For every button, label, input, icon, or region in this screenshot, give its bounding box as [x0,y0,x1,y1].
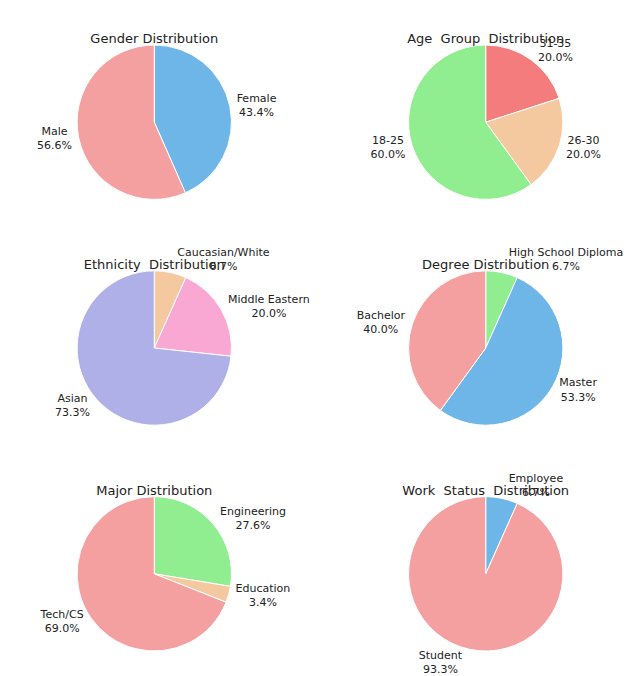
svg-text:Education3.4%: Education3.4% [235,582,290,609]
svg-text:Caucasian/White6.7%: Caucasian/White6.7% [177,246,270,273]
svg-text:Middle Eastern20.0%: Middle Eastern20.0% [228,293,310,320]
svg-text:Student93.3%: Student93.3% [419,649,463,676]
svg-text:Degree Distribution: Degree Distribution [422,257,549,272]
svg-text:Master53.3%: Master53.3% [559,376,597,403]
svg-text:Ethnicity Distribution: Ethnicity Distribution [84,257,225,272]
svg-text:Work Status Distribution: Work Status Distribution [402,483,569,498]
svg-text:Female43.4%: Female43.4% [237,92,277,119]
svg-text:Age Group Distribution: Age Group Distribution [407,31,564,46]
svg-text:Male56.6%: Male56.6% [37,125,72,152]
svg-text:Tech/CS69.0%: Tech/CS69.0% [40,608,84,635]
svg-text:Major Distribution: Major Distribution [96,483,212,498]
svg-text:31-3520.0%: 31-3520.0% [538,37,573,64]
svg-text:Employee6.7%: Employee6.7% [509,472,564,499]
svg-text:26-3020.0%: 26-3020.0% [566,134,601,161]
svg-text:Asian73.3%: Asian73.3% [55,392,90,419]
svg-text:Bachelor40.0%: Bachelor40.0% [357,309,406,336]
svg-text:High School Diploma6.7%: High School Diploma6.7% [509,246,624,273]
svg-text:18-2560.0%: 18-2560.0% [371,134,406,161]
svg-text:Gender Distribution: Gender Distribution [90,31,218,46]
svg-text:Engineering27.6%: Engineering27.6% [220,505,286,532]
